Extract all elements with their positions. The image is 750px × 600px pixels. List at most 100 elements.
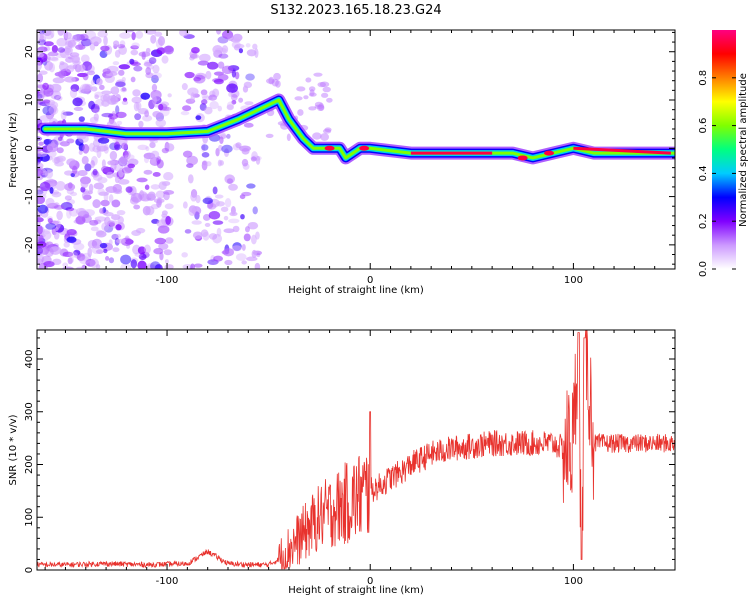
noise-blob (80, 54, 90, 63)
noise-blob (37, 39, 47, 46)
noise-blob (165, 215, 171, 226)
noise-blob (250, 234, 257, 245)
noise-blob (201, 99, 208, 105)
noise-blob (93, 182, 105, 190)
noise-blob (161, 106, 172, 112)
noise-blob (64, 195, 72, 201)
y-tick-label: 400 (24, 349, 35, 368)
noise-blob (154, 237, 166, 245)
noise-blob (98, 191, 110, 196)
noise-blob (135, 227, 146, 234)
noise-blob (59, 48, 70, 59)
noise-blob (144, 60, 155, 66)
noise-blob (204, 106, 213, 115)
noise-blob (108, 194, 114, 203)
noise-blob (53, 135, 64, 145)
noise-blob (70, 191, 78, 197)
noise-blob (37, 204, 49, 214)
noise-blob (202, 231, 210, 241)
noise-blob (67, 257, 73, 265)
noise-blob (145, 264, 156, 269)
noise-blob (37, 217, 44, 223)
snr-line-group (37, 330, 675, 570)
noise-blob (56, 147, 64, 154)
noise-blob (205, 70, 212, 80)
noise-blob (63, 241, 70, 248)
noise-blob (202, 214, 211, 221)
noise-blob (100, 45, 110, 52)
noise-blob (60, 110, 67, 121)
noise-blob (324, 127, 332, 132)
noise-blob (38, 141, 44, 146)
noise-blob (133, 204, 141, 210)
noise-blob (76, 134, 87, 140)
noise-blob (72, 165, 78, 175)
y-tick-label: 0 (24, 567, 35, 573)
noise-blob (212, 44, 223, 55)
noise-blob (226, 133, 231, 139)
noise-blob (296, 86, 306, 92)
colorbar-tick-label: 0.6 (698, 118, 709, 134)
noise-blob (219, 136, 224, 145)
noise-blob (195, 115, 202, 121)
noise-blob (136, 177, 148, 183)
noise-blob (81, 191, 91, 201)
noise-blob (228, 218, 240, 224)
x-tick-label: 100 (564, 576, 583, 587)
noise-blob (200, 89, 208, 96)
noise-blob (109, 150, 118, 161)
noise-blob (67, 182, 73, 189)
noise-blob (76, 266, 84, 269)
noise-blob (103, 212, 114, 217)
noise-blob (247, 221, 259, 230)
noise-blob (250, 156, 257, 162)
noise-blob (224, 259, 233, 266)
noise-blob (94, 216, 107, 222)
noise-blob (220, 206, 229, 212)
noise-blob (96, 78, 103, 86)
noise-blob (232, 225, 240, 233)
noise-blob (312, 132, 322, 140)
snr-x-ticks: -100 0 100 (44, 330, 676, 587)
noise-blob (79, 256, 90, 265)
noise-blob (231, 245, 242, 252)
noise-blob (104, 74, 115, 84)
noise-blob (188, 206, 196, 217)
noise-blob (103, 248, 108, 254)
noise-blob (320, 133, 330, 141)
noise-blob (102, 68, 111, 75)
noise-blob (48, 62, 55, 73)
noise-blob (150, 150, 160, 159)
noise-blob (150, 184, 160, 190)
noise-blob (130, 76, 136, 83)
noise-blob (66, 188, 75, 195)
noise-blob (217, 61, 225, 69)
noise-blob (245, 73, 255, 81)
noise-blob (190, 92, 195, 103)
noise-blob (204, 222, 211, 227)
noise-blob (92, 145, 101, 153)
noise-blob (55, 181, 66, 191)
noise-blob (69, 88, 78, 99)
noise-blob (57, 47, 66, 53)
noise-blob (119, 40, 126, 47)
noise-blob (73, 249, 81, 256)
noise-blob (77, 170, 88, 177)
noise-blob (268, 76, 275, 85)
noise-blob (153, 198, 165, 204)
noise-blob (222, 248, 235, 257)
noise-blob (138, 253, 147, 261)
noise-blob (48, 105, 59, 115)
figure-title: S132.2023.165.18.23.G24 (270, 3, 441, 18)
noise-blob (64, 40, 73, 50)
noise-blob (106, 95, 118, 105)
noise-blob (55, 95, 63, 101)
noise-blob (150, 34, 157, 44)
noise-blob (75, 207, 87, 216)
noise-blob (92, 168, 98, 176)
ridge-hotspot (359, 145, 370, 151)
noise-blob (121, 142, 128, 150)
noise-blob (78, 207, 86, 218)
noise-blob (217, 144, 223, 152)
noise-blob (182, 105, 192, 112)
